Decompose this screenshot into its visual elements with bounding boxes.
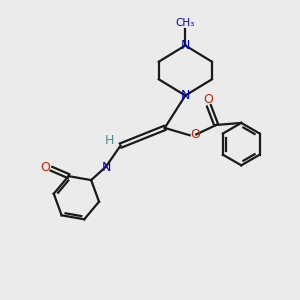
Text: O: O	[203, 93, 213, 106]
Text: H: H	[105, 134, 114, 147]
Text: CH₃: CH₃	[176, 17, 195, 28]
Text: N: N	[102, 161, 111, 174]
Text: N: N	[181, 89, 190, 102]
Text: N: N	[181, 39, 190, 52]
Text: O: O	[40, 161, 50, 174]
Text: O: O	[190, 128, 200, 141]
